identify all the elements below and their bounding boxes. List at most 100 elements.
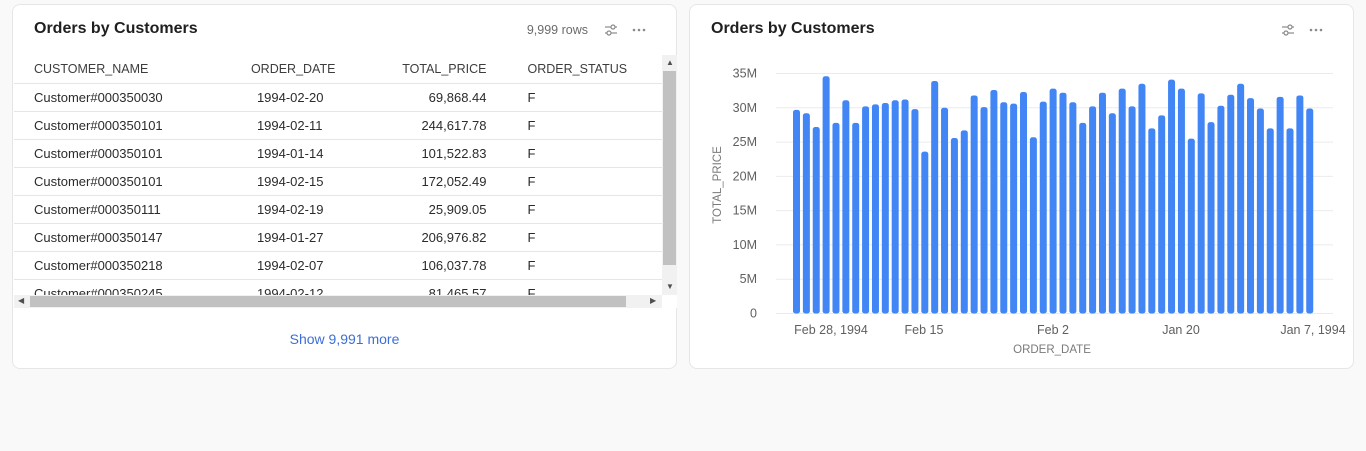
scrollbar-corner [662,295,677,308]
cell-customer-name: Customer#000350111 [14,195,251,224]
table-row[interactable]: Customer#000350101 1994-02-15 172,052.49… [14,167,662,196]
y-tick-label: 25M [733,135,757,149]
cell-order-status: F [486,111,662,140]
cell-total-price: 172,052.49 [349,167,487,196]
bar [990,89,998,314]
column-header-total-price[interactable]: TOTAL_PRICE [349,55,487,84]
bar [1059,92,1067,314]
bar [1227,94,1235,314]
bar [1247,98,1255,314]
y-axis-label: TOTAL_PRICE [712,146,724,224]
bar [1158,115,1166,314]
bar [1118,88,1126,314]
cell-customer-name: Customer#000350101 [14,167,251,196]
table-header-row: CUSTOMER_NAME ORDER_DATE TOTAL_PRICE ORD… [14,55,662,84]
more-horizontal-icon[interactable] [630,21,648,39]
scroll-left-arrow-icon[interactable]: ◀ [18,296,25,305]
x-axis-label: ORDER_DATE [1013,344,1091,356]
cell-order-status: F [486,139,662,168]
cell-order-date: 1994-02-19 [250,195,350,224]
y-tick-label: 15M [733,204,757,218]
cell-customer-name: Customer#000350101 [14,111,251,140]
cell-customer-name: Customer#000350101 [14,139,251,168]
bar [901,99,909,314]
card-title: Orders by Customers [34,20,198,37]
bar [1306,108,1314,314]
bar [1266,128,1274,314]
bar [862,106,870,314]
table-card: Orders by Customers 9,999 rows CUSTOMER_… [12,4,677,369]
y-tick-label: 0 [750,307,757,321]
sliders-icon[interactable] [602,21,620,39]
table-row[interactable]: Customer#000350245 1994-02-12 81,465.57 … [14,279,662,295]
x-tick-label: Feb 2 [1037,323,1069,337]
y-tick-label: 5M [740,272,757,286]
vertical-scrollbar[interactable]: ▲ ▼ [662,55,677,295]
bar [950,137,958,314]
sliders-icon[interactable] [1279,21,1297,39]
bar [960,130,968,314]
horizontal-scrollbar[interactable]: ◀ ▶ [14,295,662,308]
cell-total-price: 69,868.44 [349,83,487,112]
bar [941,107,949,314]
bar-chart: 0 5M 10M 15M 20M 25M 30M 35M Feb 28, 1994 Feb 15 F… [712,67,1346,357]
cell-order-date: 1994-02-11 [250,111,350,140]
table-row[interactable]: Customer#000350101 1994-02-11 244,617.78… [14,111,662,140]
bar [832,122,840,314]
cell-total-price: 25,909.05 [349,195,487,224]
cell-total-price: 206,976.82 [349,223,487,252]
vertical-scroll-thumb[interactable] [663,71,676,265]
bar [891,100,899,314]
table-row[interactable]: Customer#000350030 1994-02-20 69,868.44 … [14,83,662,112]
x-tick-label: Jan 7, 1994 [1280,323,1345,337]
bar [1049,88,1057,314]
bar [1128,106,1136,314]
bar [1296,95,1304,314]
more-horizontal-icon[interactable] [1307,21,1325,39]
bar [980,107,988,314]
bar [842,100,850,314]
column-header-order-status[interactable]: ORDER_STATUS [486,55,662,84]
bar [871,104,879,314]
bar [1108,113,1116,314]
bar [812,126,820,314]
bar [802,113,810,314]
bar [1207,122,1215,314]
bar [881,102,889,314]
bar [970,95,978,314]
scroll-down-arrow-icon[interactable]: ▼ [666,282,674,291]
table-row[interactable]: Customer#000350101 1994-01-14 101,522.83… [14,139,662,168]
x-tick-label: Feb 28, 1994 [794,323,868,337]
bar [1256,108,1264,314]
horizontal-scroll-thumb[interactable] [30,296,626,307]
bar [1039,101,1047,314]
bar [1000,102,1008,314]
bar [1197,93,1205,314]
scroll-up-arrow-icon[interactable]: ▲ [666,58,674,67]
cell-order-status: F [486,279,662,295]
table-row[interactable]: Customer#000350111 1994-02-19 25,909.05 … [14,195,662,224]
show-more-link[interactable]: Show 9,991 more [289,331,400,347]
bar [1138,83,1146,314]
cell-total-price: 81,465.57 [349,279,487,295]
cell-total-price: 101,522.83 [349,139,487,168]
cell-customer-name: Customer#000350147 [14,223,251,252]
table-row[interactable]: Customer#000350147 1994-01-27 206,976.82… [14,223,662,252]
cell-total-price: 106,037.78 [349,251,487,280]
scroll-right-arrow-icon[interactable]: ▶ [650,296,657,305]
cell-order-date: 1994-02-12 [250,279,350,295]
cell-order-date: 1994-02-20 [250,83,350,112]
x-tick-label: Jan 20 [1162,323,1200,337]
table-row[interactable]: Customer#000350218 1994-02-07 106,037.78… [14,251,662,280]
bar [1148,128,1156,314]
data-table-viewport[interactable]: CUSTOMER_NAME ORDER_DATE TOTAL_PRICE ORD… [14,55,662,295]
cell-customer-name: Customer#000350218 [14,251,251,280]
cell-order-status: F [486,223,662,252]
bar [822,76,830,314]
cell-order-status: F [486,195,662,224]
bar [1020,92,1028,314]
cell-order-status: F [486,167,662,196]
column-header-order-date[interactable]: ORDER_DATE [250,55,350,84]
bar [1089,106,1097,314]
column-header-customer-name[interactable]: CUSTOMER_NAME [14,55,251,84]
